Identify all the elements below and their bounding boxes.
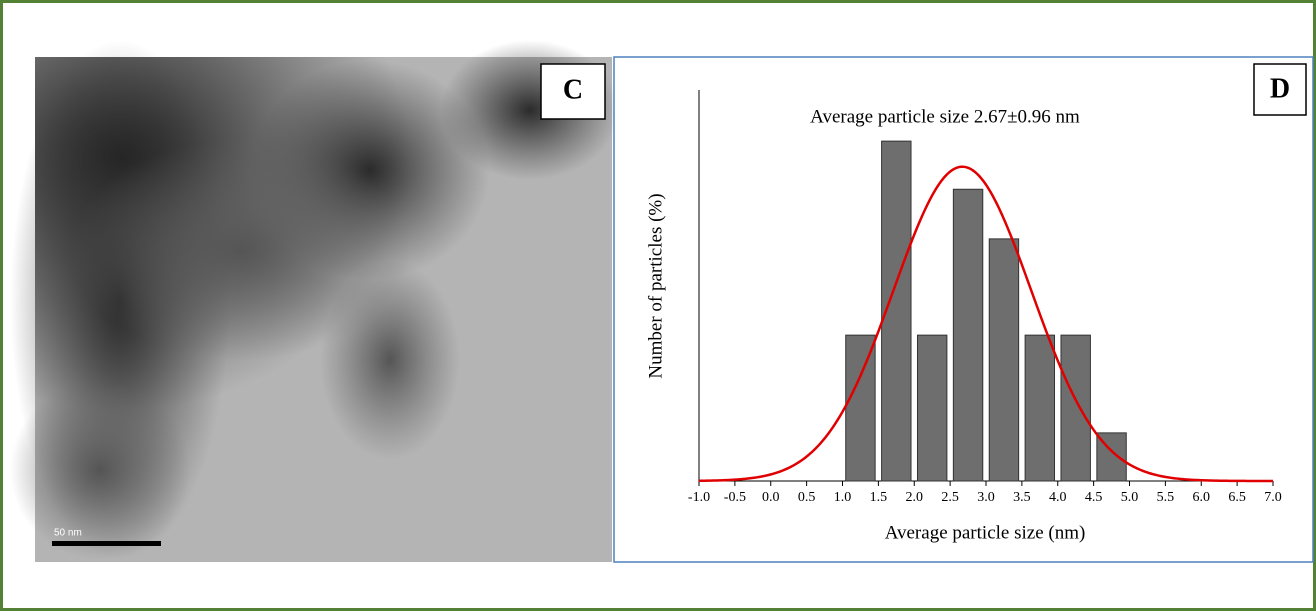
- y-axis-title: Number of particles (%): [645, 193, 666, 378]
- x-tick-label: 6.0: [1193, 490, 1211, 505]
- annotation: Average particle size 2.67±0.96 nm: [810, 106, 1080, 127]
- x-tick-label: -1.0: [688, 490, 710, 505]
- x-tick-label: -0.5: [724, 490, 746, 505]
- bar: [845, 334, 876, 482]
- x-tick-label: 1.5: [870, 490, 888, 505]
- x-tick-label: 0.5: [798, 490, 816, 505]
- scale-label: 50 nm: [54, 528, 82, 539]
- x-tick-label: 7.0: [1264, 490, 1282, 505]
- bar: [1060, 334, 1091, 482]
- label-box: [1253, 63, 1307, 116]
- tem-image: C 50 nm: [10, 40, 620, 562]
- panel-label: C: [563, 74, 583, 105]
- x-tick-label: 6.5: [1228, 490, 1246, 505]
- x-tick-label: 5.5: [1157, 490, 1175, 505]
- x-tick-label: 3.5: [1013, 490, 1031, 505]
- x-tick-label: 5.0: [1121, 490, 1139, 505]
- x-tick-label: 4.0: [1049, 490, 1067, 505]
- x-axis-title: Average particle size (nm): [885, 522, 1086, 543]
- x-tick-label: 1.0: [834, 490, 852, 505]
- panel-label: D: [1270, 73, 1290, 104]
- x-tick-label: 3.0: [977, 490, 995, 505]
- bar: [952, 188, 984, 482]
- bar: [988, 238, 1020, 482]
- x-tick-label: 2.5: [941, 490, 959, 505]
- x-tick-label: 0.0: [762, 490, 780, 505]
- x-tick-label: 4.5: [1085, 490, 1103, 505]
- x-tick-label: 2.0: [906, 490, 924, 505]
- bar: [1024, 334, 1056, 482]
- bar: [916, 334, 948, 482]
- fit-curve: [698, 165, 1274, 483]
